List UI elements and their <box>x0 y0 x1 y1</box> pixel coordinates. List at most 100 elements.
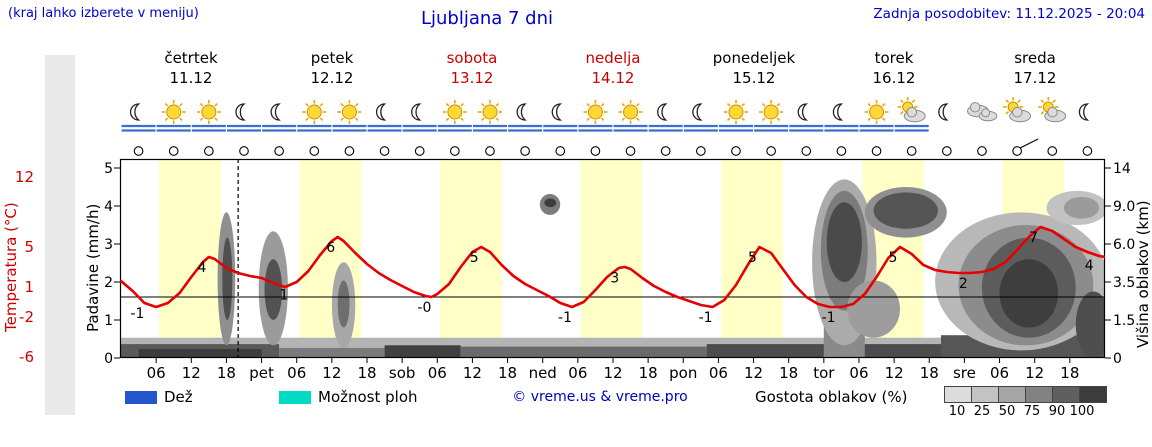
x-tick-label: pon <box>669 364 697 382</box>
weather-icon-sun <box>759 100 784 124</box>
cloud-cover-circle <box>660 146 671 156</box>
day-name: torek <box>874 49 914 67</box>
temp-point-label: -1 <box>558 310 572 326</box>
density-cell <box>1052 386 1080 403</box>
last-updated: Zadnja posodobitev: 11.12.2025 - 20:04 <box>873 6 1145 22</box>
cloud-cover-circle <box>801 146 812 156</box>
density-cell <box>1079 386 1107 403</box>
cloud-cover-circle <box>625 146 636 156</box>
weather-icon-sun <box>477 100 502 124</box>
x-tick-label: 12 <box>182 364 201 382</box>
copyright-link[interactable]: © vreme.us & vreme.pro <box>512 389 688 405</box>
density-tick-label: 25 <box>973 404 991 419</box>
cloud-areas <box>121 179 1105 358</box>
temp-point-label: 1 <box>279 288 288 304</box>
temp-point-label: -1 <box>699 310 713 326</box>
precip-tick-label: 5 <box>104 161 113 177</box>
precip-tick-label: 0 <box>104 351 113 367</box>
x-tick-label: tor <box>813 364 835 382</box>
x-tick-label: 06 <box>709 364 728 382</box>
temp-axis-title: Temperatura (°C) <box>2 202 20 332</box>
precip-tick-label: 3 <box>104 237 113 253</box>
density-cell <box>971 386 999 403</box>
density-tick-label: 10 <box>948 404 966 419</box>
x-tick-label: 18 <box>217 364 236 382</box>
cloud-tick-label: 6.0 <box>1113 237 1135 253</box>
cloud-area <box>222 237 233 320</box>
cloud-area <box>279 347 385 358</box>
cloud-cover-circle <box>590 146 601 156</box>
plot-border <box>119 158 1106 359</box>
precip-tick-label: 2 <box>104 275 113 291</box>
day-column-header: petek 12.12 <box>262 48 402 88</box>
x-tick-label: 18 <box>357 364 376 382</box>
x-tick-label: 12 <box>744 364 763 382</box>
cloud-area <box>826 202 862 282</box>
cloud-cover-circle <box>836 146 847 156</box>
cloud-area <box>873 192 938 229</box>
density-cell <box>998 386 1026 403</box>
x-tick-label: 06 <box>287 364 306 382</box>
weather-icon-moon <box>692 103 703 121</box>
cloud-cover-circle <box>379 146 390 156</box>
x-tick-label: 06 <box>568 364 587 382</box>
weather-icon-moon <box>270 103 281 121</box>
cloud-cover-circle <box>977 146 987 156</box>
x-tick-label: 06 <box>849 364 868 382</box>
day-name: sreda <box>1014 49 1056 67</box>
density-scale <box>944 386 1107 403</box>
weather-icon-moon <box>235 103 246 121</box>
temp-tick-label: -2 <box>19 308 34 326</box>
temperature-curve <box>120 225 1105 309</box>
day-date: 12.12 <box>310 69 354 87</box>
weather-symbol-row <box>121 97 1090 132</box>
day-column-header: sreda 17.12 <box>965 48 1105 88</box>
cloud-cover-circle <box>1012 146 1022 156</box>
cloud-tick-label: 14 <box>1113 161 1131 177</box>
weather-icon-sun <box>442 100 467 124</box>
cloud-cover-circle <box>274 146 284 156</box>
precip-tick-label: 1 <box>104 313 113 329</box>
cloud-cover-circle <box>1082 146 1093 156</box>
weather-icon-moon <box>797 103 809 121</box>
temp-point-label: 2 <box>959 276 968 292</box>
cloud-cover-circle <box>309 146 320 156</box>
temp-point-label: 5 <box>470 250 479 266</box>
cloud-area <box>460 346 707 358</box>
weather-icon-moon <box>375 103 387 121</box>
cloud-area <box>999 259 1059 328</box>
left-gutter <box>45 55 75 415</box>
rain-swatch <box>125 391 157 404</box>
precip-tick-label: 4 <box>104 199 113 215</box>
temp-point-label: 3 <box>610 271 619 287</box>
cloud-cover-circle <box>731 146 741 156</box>
temp-point-label: 5 <box>748 250 757 266</box>
cloud-tick-label: 1.5 <box>1113 313 1135 329</box>
daylight-band <box>440 159 502 358</box>
weather-icon-suncloud <box>1003 97 1032 123</box>
temp-point-label: 4 <box>1085 258 1094 274</box>
cloud-area <box>138 349 262 358</box>
cloud-area <box>1075 291 1105 358</box>
weather-icon-moon <box>1078 103 1090 121</box>
temp-point-label: 7 <box>1029 230 1038 246</box>
x-tick-label: ned <box>529 364 557 382</box>
temp-point-label: -1 <box>822 310 836 326</box>
day-date: 16.12 <box>872 69 916 87</box>
cloud-cover-circle <box>204 146 214 156</box>
temp-tick-label: -6 <box>19 348 34 366</box>
temp-tick-label: 5 <box>24 238 34 256</box>
cloud-density-label: Gostota oblakov (%) <box>755 388 908 406</box>
density-cell <box>1025 386 1053 403</box>
cloud-cover-circle <box>414 146 425 156</box>
x-tick-label: sob <box>389 364 416 382</box>
temp-tick-label: 1 <box>24 278 34 296</box>
density-scale-ticks: 10 25 50 75 90 100 <box>945 404 1095 419</box>
day-name: nedelja <box>585 49 641 67</box>
x-tick-label: 12 <box>603 364 622 382</box>
rain-label: Dež <box>164 388 193 406</box>
weather-icon-moon <box>516 103 527 121</box>
x-tick-label: pet <box>249 364 274 382</box>
